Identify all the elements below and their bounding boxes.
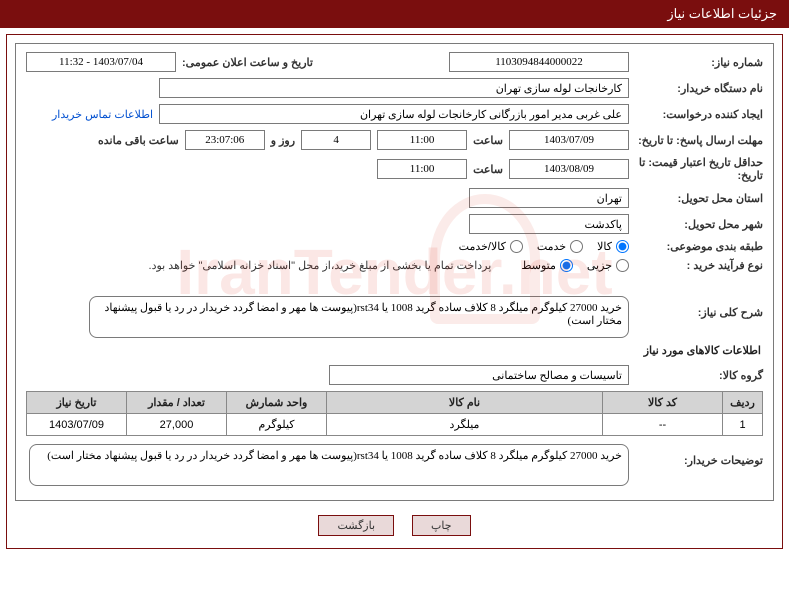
button-row: چاپ بازگشت [15,507,774,540]
radio-service[interactable]: خدمت [537,240,583,253]
radio-minor[interactable]: جزیی [587,259,629,272]
cell-unit: کیلوگرم [227,414,327,436]
label-summary: شرح کلی نیاز: [635,296,763,319]
th-qty: تعداد / مقدار [127,392,227,414]
input-city[interactable] [469,214,629,234]
radio-goods[interactable]: کالا [597,240,629,253]
main-container: IranTender.net شماره نیاز: تاریخ و ساعت … [6,34,783,549]
label-buyer-desc: توضیحات خریدار: [635,444,763,467]
radio-medium[interactable]: متوسط [521,259,573,272]
label-goods-group: گروه کالا: [635,369,763,382]
label-deadline: مهلت ارسال پاسخ: تا تاریخ: [635,134,763,147]
input-deadline-date[interactable] [509,130,629,150]
page-title: جزئیات اطلاعات نیاز [667,6,777,21]
th-code: کد کالا [603,392,723,414]
payment-note: پرداخت تمام یا بخشی از مبلغ خرید،از محل … [149,259,492,272]
row-requester: ایجاد کننده درخواست: اطلاعات تماس خریدار [26,104,763,124]
textarea-buyer-desc[interactable] [29,444,629,486]
label-requester: ایجاد کننده درخواست: [635,108,763,121]
row-city: شهر محل تحویل: [26,214,763,234]
label-buyer-org: نام دستگاه خریدار: [635,82,763,95]
section-items-label: اطلاعات کالاهای مورد نیاز [26,344,763,357]
label-remaining: ساعت باقی مانده [98,134,179,147]
label-province: استان محل تحویل: [635,192,763,205]
table-row: 1 -- میلگرد کیلوگرم 27,000 1403/07/09 [27,414,763,436]
radio-goods-label: کالا [597,240,612,253]
radio-group-category: کالا خدمت کالا/خدمت [459,240,629,253]
input-requester[interactable] [159,104,629,124]
label-announce: تاریخ و ساعت اعلان عمومی: [182,56,313,69]
input-deadline-time[interactable] [377,130,467,150]
row-province: استان محل تحویل: [26,188,763,208]
print-button[interactable]: چاپ [412,515,471,536]
label-validity: حداقل تاریخ اعتبار قیمت: تا تاریخ: [635,156,763,182]
input-validity-date[interactable] [509,159,629,179]
radio-minor-label: جزیی [587,259,612,272]
cell-date: 1403/07/09 [27,414,127,436]
cell-name: میلگرد [327,414,603,436]
label-req-no: شماره نیاز: [635,56,763,69]
radio-both-label: کالا/خدمت [459,240,506,253]
link-contact[interactable]: اطلاعات تماس خریدار [52,108,153,121]
row-validity: حداقل تاریخ اعتبار قیمت: تا تاریخ: ساعت [26,156,763,182]
input-province[interactable] [469,188,629,208]
row-req-no: شماره نیاز: تاریخ و ساعت اعلان عمومی: [26,52,763,72]
input-countdown[interactable] [185,130,265,150]
textarea-summary[interactable] [89,296,629,338]
cell-code: -- [603,414,723,436]
row-buyer-desc: توضیحات خریدار: [26,444,763,486]
row-process: نوع فرآیند خرید : جزیی متوسط پرداخت تمام… [26,259,763,272]
radio-minor-input[interactable] [616,259,629,272]
label-category: طبقه بندی موضوعی: [635,240,763,253]
input-days-left[interactable] [301,130,371,150]
row-goods-group: گروه کالا: [26,365,763,385]
label-city: شهر محل تحویل: [635,218,763,231]
cell-row: 1 [723,414,763,436]
radio-service-input[interactable] [570,240,583,253]
row-deadline: مهلت ارسال پاسخ: تا تاریخ: ساعت روز و سا… [26,130,763,150]
label-time-1: ساعت [473,134,503,147]
input-req-no[interactable] [449,52,629,72]
items-table: ردیف کد کالا نام کالا واحد شمارش تعداد /… [26,391,763,436]
details-fieldset: IranTender.net شماره نیاز: تاریخ و ساعت … [15,43,774,501]
radio-group-process: جزیی متوسط [521,259,629,272]
th-row: ردیف [723,392,763,414]
radio-both-input[interactable] [510,240,523,253]
back-button[interactable]: بازگشت [318,515,394,536]
radio-medium-input[interactable] [560,259,573,272]
input-announce[interactable] [26,52,176,72]
input-validity-time[interactable] [377,159,467,179]
radio-medium-label: متوسط [521,259,556,272]
label-process: نوع فرآیند خرید : [635,259,763,272]
input-buyer-org[interactable] [159,78,629,98]
page-header: جزئیات اطلاعات نیاز [0,0,789,28]
th-unit: واحد شمارش [227,392,327,414]
table-header-row: ردیف کد کالا نام کالا واحد شمارش تعداد /… [27,392,763,414]
row-category: طبقه بندی موضوعی: کالا خدمت کالا/خدمت [26,240,763,253]
th-name: نام کالا [327,392,603,414]
input-goods-group[interactable] [329,365,629,385]
radio-goods-input[interactable] [616,240,629,253]
th-date: تاریخ نیاز [27,392,127,414]
cell-qty: 27,000 [127,414,227,436]
radio-service-label: خدمت [537,240,566,253]
row-buyer-org: نام دستگاه خریدار: [26,78,763,98]
radio-both[interactable]: کالا/خدمت [459,240,523,253]
row-summary: شرح کلی نیاز: [26,296,763,338]
label-days-and: روز و [271,134,295,147]
label-time-2: ساعت [473,163,503,176]
